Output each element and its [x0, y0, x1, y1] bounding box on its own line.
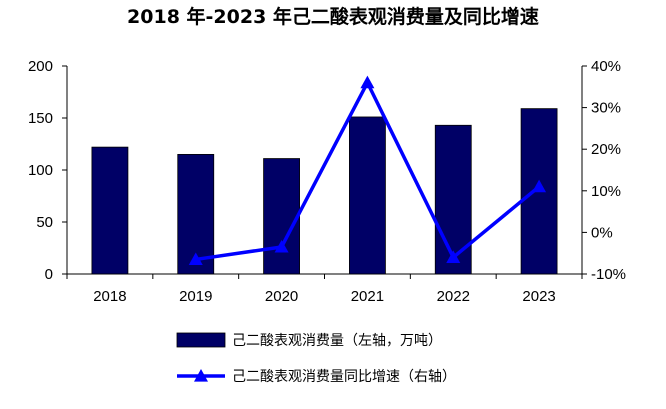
x-tick-label: 2021 — [351, 288, 384, 305]
bar — [91, 146, 129, 275]
tick-labels: 0 50 100 150 200 -10% 0% 10% 20% 30% 40% 2018 2019 20… — [28, 58, 626, 305]
growth-marker — [360, 75, 375, 89]
left-tick-label: 50 — [36, 214, 53, 231]
right-tick-label: 40% — [591, 58, 621, 75]
right-tick-label: 30% — [591, 100, 621, 117]
growth-marker — [188, 252, 203, 266]
legend-line-marker — [194, 369, 208, 382]
x-tick-label: 2018 — [93, 288, 126, 305]
legend-line-label: 己二酸表观消费量同比增速（右轴） — [232, 369, 456, 385]
right-tick-label: 10% — [591, 183, 621, 200]
x-tick-label: 2023 — [522, 288, 555, 305]
right-tick-label: -10% — [591, 266, 626, 283]
growth-marker — [532, 179, 547, 193]
line-series — [188, 75, 547, 266]
bar-series — [91, 108, 558, 275]
x-tick-label: 2020 — [265, 288, 298, 305]
chart-legend: 己二酸表观消费量（左轴，万吨） 己二酸表观消费量同比增速（右轴） — [176, 332, 456, 385]
left-tick-label: 200 — [28, 58, 53, 75]
left-tick-label: 0 — [45, 266, 53, 283]
chart-axes — [62, 65, 587, 279]
right-tick-label: 0% — [591, 224, 613, 241]
right-tick-label: 20% — [591, 141, 621, 158]
chart-title: 2018 年-2023 年己二酸表观消费量及同比增速 — [127, 6, 539, 28]
left-tick-label: 150 — [28, 110, 53, 127]
x-tick-label: 2022 — [437, 288, 470, 305]
growth-marker — [274, 239, 289, 253]
bar — [349, 116, 386, 275]
growth-marker — [446, 250, 461, 263]
x-tick-label: 2019 — [179, 288, 212, 305]
legend-bar-label: 己二酸表观消费量（左轴，万吨） — [232, 333, 442, 349]
bar — [263, 158, 300, 275]
left-tick-label: 100 — [28, 162, 53, 179]
legend-bar-swatch — [176, 332, 226, 348]
